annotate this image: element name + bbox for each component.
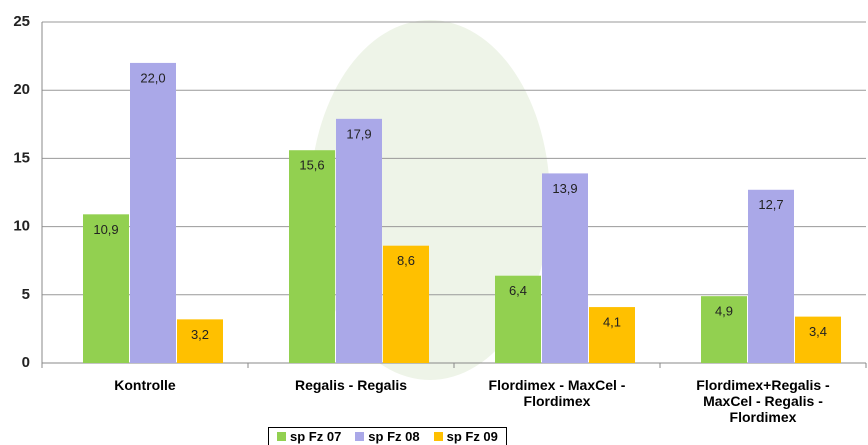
value-label: 10,9 — [93, 222, 118, 237]
value-label: 8,6 — [397, 253, 415, 268]
legend-swatch — [355, 432, 364, 441]
chart: 0 5 10 15 20 25 10,9 22,0 3,2 15,6 17,9 8,6 6,4 13,9 4… — [0, 0, 868, 445]
bar — [748, 190, 794, 363]
value-label: 3,2 — [191, 327, 209, 342]
value-label: 17,9 — [346, 126, 371, 141]
value-label: 3,4 — [809, 324, 827, 339]
legend-label: sp Fz 09 — [447, 429, 498, 444]
legend-swatch — [277, 432, 286, 441]
x-tick-label: Regalis - Regalis — [251, 377, 451, 393]
y-tick-label: 10 — [13, 218, 30, 235]
legend-item: sp Fz 08 — [355, 429, 419, 444]
legend-item: sp Fz 09 — [434, 429, 498, 444]
bar — [542, 173, 588, 363]
bar — [336, 119, 382, 363]
value-label: 15,6 — [299, 158, 324, 173]
y-tick-label: 15 — [13, 149, 30, 166]
legend-label: sp Fz 07 — [290, 429, 341, 444]
value-label: 22,0 — [140, 70, 165, 85]
y-tick-label: 0 — [22, 354, 30, 371]
legend-swatch — [434, 432, 443, 441]
bar — [130, 63, 176, 363]
value-label: 4,1 — [603, 315, 621, 330]
y-tick-label: 20 — [13, 81, 30, 98]
x-tick-label: Kontrolle — [45, 377, 245, 393]
bar — [289, 150, 335, 363]
value-label: 13,9 — [552, 181, 577, 196]
y-tick-label: 5 — [22, 286, 30, 303]
value-label: 4,9 — [715, 304, 733, 319]
legend-item: sp Fz 07 — [277, 429, 341, 444]
x-tick-label: Flordimex+Regalis - MaxCel - Regalis - F… — [663, 377, 863, 425]
value-label: 12,7 — [758, 197, 783, 212]
y-tick-label: 25 — [13, 13, 30, 30]
legend: sp Fz 07 sp Fz 08 sp Fz 09 — [268, 427, 507, 445]
value-label: 6,4 — [509, 283, 527, 298]
legend-label: sp Fz 08 — [368, 429, 419, 444]
x-tick-label: Flordimex - MaxCel - Flordimex — [457, 377, 657, 409]
